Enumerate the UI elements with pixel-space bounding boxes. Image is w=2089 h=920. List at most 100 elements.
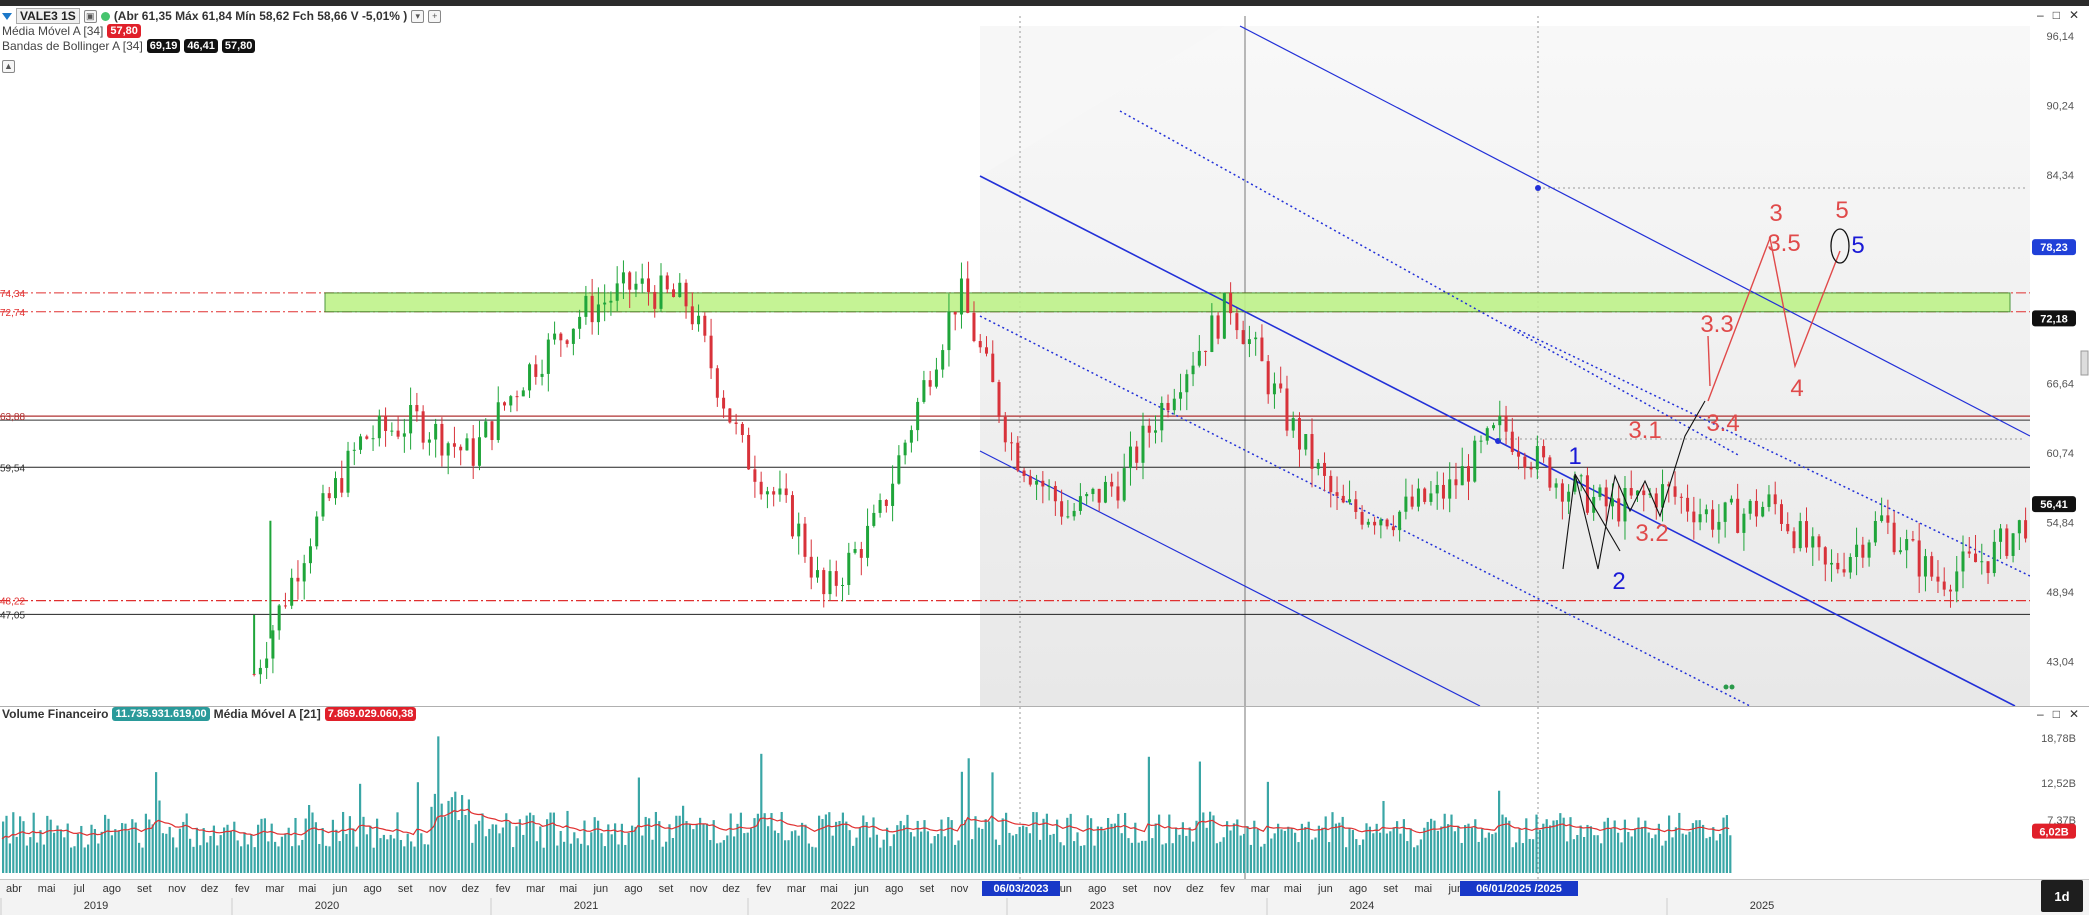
candle-body-113 <box>959 278 963 315</box>
time-axis-svg: abr mai jul ago set nov dez fev mar mai jun ago set n… <box>0 881 1774 915</box>
volume-bar-210 <box>716 843 719 873</box>
volume-bar-2 <box>8 843 11 873</box>
candle-body-63 <box>646 278 650 293</box>
volume-bar-99 <box>338 841 341 873</box>
volume-label[interactable]: Volume Financeiro <box>2 707 109 721</box>
vol-maximize-button[interactable]: □ <box>2052 707 2060 721</box>
volume-bar-8 <box>29 837 32 873</box>
candle-body-237 <box>1736 498 1740 533</box>
interval-button[interactable]: 1d <box>2041 880 2083 912</box>
volume-ma-label[interactable]: Média Móvel A [21] <box>213 707 321 721</box>
price-chart[interactable]: 3 5 3.5 3.3 3.1 3.4 3.2 4 1 2 5 96,14 90,24 84,34 78,… <box>0 6 2089 707</box>
volume-bar-214 <box>729 813 732 873</box>
volume-bar-141 <box>481 813 484 873</box>
volume-bar-461 <box>1569 817 1572 873</box>
candle-body-75 <box>722 397 726 409</box>
volume-bar-441 <box>1501 814 1504 873</box>
time-axis[interactable]: abr mai jul ago set nov dez fev mar mai jun ago set n… <box>0 879 2089 915</box>
cursor-badge-2-bg <box>1460 881 1578 896</box>
volume-bar-58 <box>199 845 202 873</box>
candle-body-78 <box>740 423 744 435</box>
volume-bar-120 <box>410 841 413 873</box>
candle-body-86 <box>790 495 794 537</box>
volume-bar-61 <box>209 835 212 873</box>
candle-body-182 <box>1391 526 1395 531</box>
candle-body-244 <box>1779 504 1783 524</box>
anchor-dot-4 <box>1729 684 1735 690</box>
volume-bar-73 <box>250 834 253 873</box>
volume-bar-34 <box>117 830 120 873</box>
price-axis[interactable]: 96,14 90,24 84,34 78,23 72,18 66,64 60,74 56,41… <box>2030 6 2089 706</box>
candle-body-170 <box>1316 462 1320 469</box>
volume-bar-203 <box>692 829 695 873</box>
month-label-24: mar <box>787 883 806 895</box>
candle-body-283 <box>2024 520 2028 539</box>
candle-body-223 <box>1648 493 1652 496</box>
volume-bar-297 <box>1011 835 1014 873</box>
resistance-zone[interactable] <box>324 292 2011 313</box>
candle-body-114 <box>966 278 970 313</box>
wave-label-red-1: 5 <box>1835 197 1848 224</box>
volume-bar-59 <box>202 828 205 873</box>
candle-body-119 <box>997 382 1001 417</box>
candle-body-7 <box>296 577 300 582</box>
dropdown-icon[interactable]: ▾ <box>411 9 425 23</box>
ma-label[interactable]: Média Móvel A [34] <box>2 24 104 38</box>
candle-body-274 <box>1967 551 1971 554</box>
volume-bar-10 <box>36 842 39 873</box>
vol-close-button[interactable]: ✕ <box>2068 707 2079 721</box>
volume-bar-171 <box>583 820 586 873</box>
month-label-14: dez <box>462 883 480 895</box>
candle-body-228 <box>1679 496 1683 498</box>
volume-bar-38 <box>131 819 134 873</box>
left-label-5: 47,05 <box>0 610 25 621</box>
settings-icon[interactable]: ▣ <box>83 9 97 23</box>
volume-panel[interactable]: 18,78B 12,52B 7,37B 6,02B Volume Financeiro… <box>0 706 2089 880</box>
volume-bar-91 <box>311 812 314 873</box>
volume-bar-456 <box>1552 820 1555 873</box>
bb-lower: 46,41 <box>184 39 218 53</box>
close-button[interactable]: ✕ <box>2068 8 2079 22</box>
maximize-button[interactable]: □ <box>2052 8 2060 22</box>
volume-bar-256 <box>872 817 875 873</box>
scroll-handle[interactable] <box>2080 350 2089 376</box>
candle-body-108 <box>928 380 932 387</box>
volume-bar-234 <box>797 835 800 873</box>
volume-bar-385 <box>1311 839 1314 873</box>
volume-bar-176 <box>600 833 603 873</box>
volume-bar-346 <box>1178 834 1181 873</box>
month-label-41: set <box>1383 883 1398 895</box>
vol-minimize-button[interactable]: – <box>2037 707 2044 721</box>
volume-bar-88 <box>301 839 304 873</box>
wave-label-red-5: 3.4 <box>1706 410 1739 437</box>
wave-label-red-7: 4 <box>1790 375 1803 402</box>
expand-up-button[interactable]: ▲ <box>2 56 15 74</box>
trend-channel[interactable] <box>979 25 2031 707</box>
volume-bar-452 <box>1538 830 1541 873</box>
volume-bar-248 <box>845 821 848 873</box>
collapse-icon[interactable] <box>2 12 12 20</box>
candle-body-81 <box>759 481 763 495</box>
price-panel[interactable]: 3 5 3.5 3.3 3.1 3.4 3.2 4 1 2 5 96,14 90,24 84,34 78,… <box>0 6 2089 707</box>
volume-bar-319 <box>1086 815 1089 873</box>
ticker-label[interactable]: VALE3 1S <box>16 8 80 24</box>
volume-bar-143 <box>488 828 491 873</box>
volume-bar-383 <box>1304 826 1307 873</box>
candle-body-253 <box>1836 562 1840 570</box>
month-label-7: fev <box>235 883 250 895</box>
minimize-button[interactable]: – <box>2037 8 2044 22</box>
wave-path-red-b <box>1707 335 1711 387</box>
bb-label[interactable]: Bandas de Bollinger A [34] <box>2 39 143 53</box>
volume-bar-169 <box>576 838 579 873</box>
volume-bar-393 <box>1338 822 1341 873</box>
volume-bar-106 <box>362 816 365 873</box>
top-bar <box>0 0 2089 6</box>
add-icon[interactable]: + <box>428 9 442 23</box>
volume-bar-246 <box>838 820 841 873</box>
candle-body-122 <box>1016 442 1020 471</box>
volume-bar-312 <box>1062 845 1065 873</box>
volume-bar-293 <box>998 844 1001 873</box>
candle-body-257 <box>1861 544 1865 558</box>
